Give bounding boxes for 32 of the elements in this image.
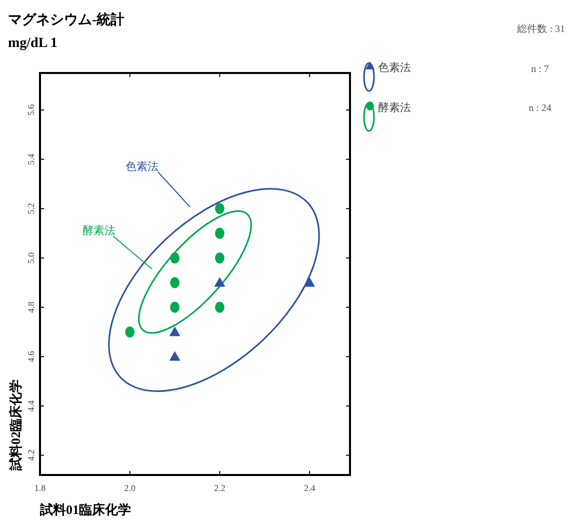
y-tick-label: 4.8 [26,301,36,313]
x-axis-title: 試料01臨床化学 [39,502,131,517]
point [169,351,180,361]
point [215,203,224,214]
point [170,277,180,288]
point [214,277,226,287]
y-tick-label: 4.4 [26,400,36,412]
point [170,302,180,313]
point [215,228,224,239]
y-tick-label: 4.6 [26,350,36,362]
point [170,252,180,264]
point [304,277,316,287]
point [169,326,180,336]
legend-label: 色素法 [378,61,411,74]
legend-label: 酵素法 [378,101,411,114]
chart-title: マグネシウム-統計 [8,12,125,28]
point [215,252,224,264]
y-tick-label: 5.0 [26,252,36,264]
y-tick-label: 4.2 [26,450,36,461]
y-tick-label: 5.4 [26,153,36,165]
y-axis-title: 試料02臨床化学 [8,380,23,472]
x-tick-label: 2.4 [304,483,316,493]
x-tick-label: 1.8 [34,483,46,493]
x-tick-label: 2.0 [124,483,136,493]
point [215,302,224,313]
annotation: 色素法 [126,160,158,173]
y-tick-label: 5.2 [26,203,36,214]
annotation: 酵素法 [82,224,116,237]
point [125,326,135,338]
x-tick-label: 2.2 [214,483,226,493]
chart-subtitle: mg/dL 1 [8,36,58,51]
y-tick-label: 5.6 [26,104,36,116]
